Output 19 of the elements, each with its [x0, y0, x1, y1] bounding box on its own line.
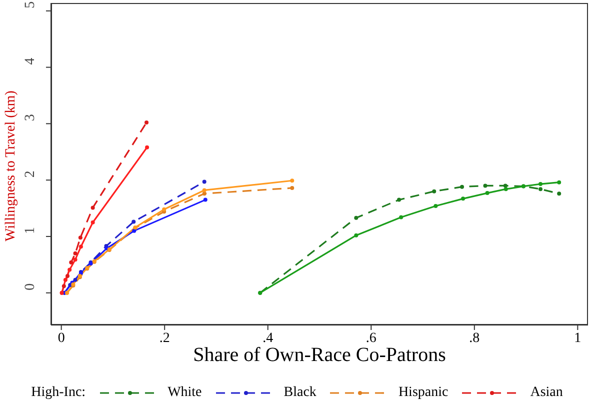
- y-tick-label: 4: [23, 58, 38, 65]
- x-tick-label: .6: [366, 330, 376, 346]
- y-tick-label: 0: [23, 283, 38, 290]
- x-tick-label: 1: [574, 330, 582, 346]
- x-tick-label: .2: [159, 330, 170, 346]
- legend-label: Hispanic: [398, 385, 448, 401]
- legend-label: White: [168, 385, 202, 401]
- x-tick-label: .4: [262, 330, 274, 346]
- x-tick-label: 0: [58, 330, 65, 346]
- x-tick-label: .8: [469, 330, 480, 346]
- legend-label: Asian: [530, 385, 563, 401]
- y-tick-label: 5: [23, 1, 38, 8]
- y-tick-label: 1: [23, 226, 38, 234]
- legend-label: Black: [284, 385, 316, 401]
- legend-title: High-Inc:: [31, 385, 86, 401]
- y-tick-label: 3: [23, 114, 38, 122]
- y-tick-label: 2: [23, 170, 38, 178]
- x-axis-title: Share of Own-Race Co-Patrons: [192, 344, 447, 367]
- y-axis-title: Willingness to Travel (km): [3, 90, 19, 242]
